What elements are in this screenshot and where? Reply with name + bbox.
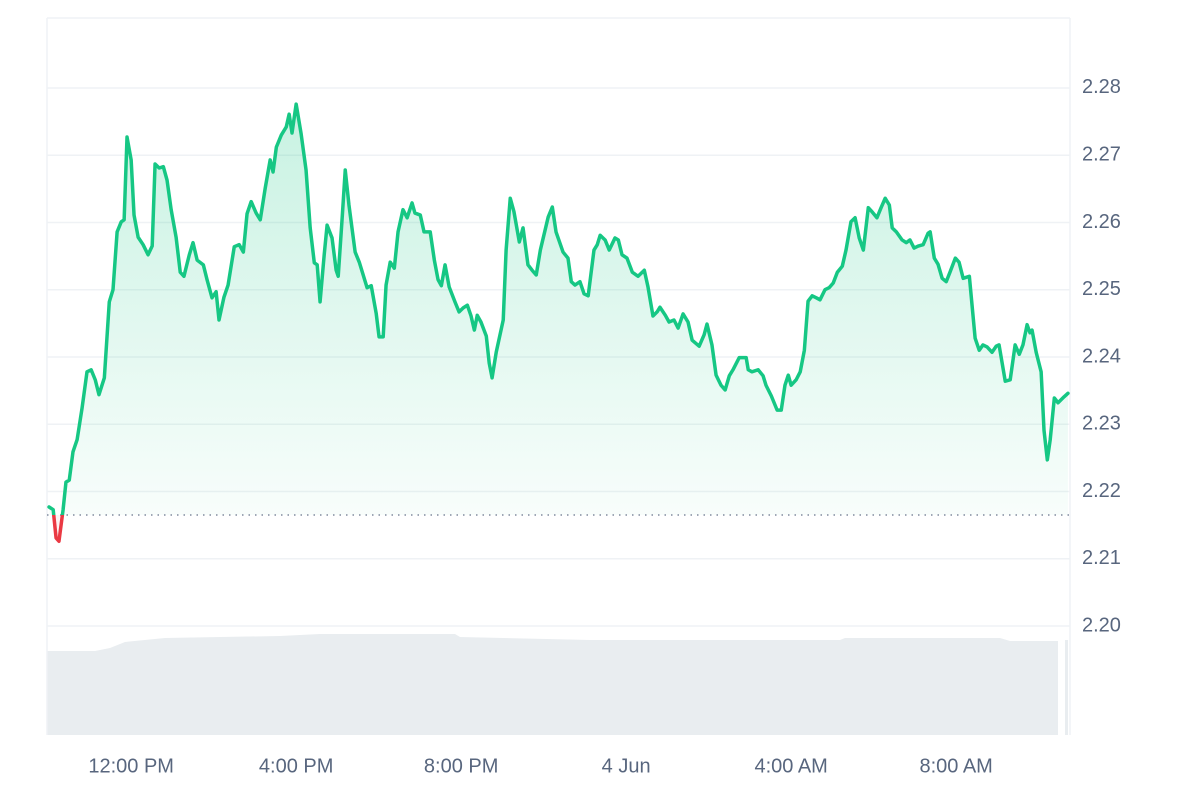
x-tick-label: 8:00 PM <box>424 755 498 777</box>
y-tick-label: 2.26 <box>1082 211 1121 233</box>
x-tick-label: 8:00 AM <box>919 755 992 777</box>
y-tick-label: 2.24 <box>1082 345 1121 367</box>
y-tick-label: 2.28 <box>1082 76 1121 98</box>
y-tick-label: 2.23 <box>1082 413 1121 435</box>
volume-bars <box>47 634 1068 735</box>
y-tick-label: 2.22 <box>1082 480 1121 502</box>
y-tick-label: 2.27 <box>1082 143 1121 165</box>
x-tick-label: 4:00 PM <box>259 755 333 777</box>
y-tick-label: 2.21 <box>1082 547 1121 569</box>
x-tick-label: 4:00 AM <box>754 755 827 777</box>
x-tick-label: 12:00 PM <box>88 755 174 777</box>
y-tick-label: 2.25 <box>1082 278 1121 300</box>
price-line <box>47 102 1070 544</box>
area <box>49 104 1068 542</box>
plot <box>47 102 1070 544</box>
x-tick-label: 4 Jun <box>602 755 651 777</box>
y-tick-label: 2.20 <box>1082 614 1121 636</box>
